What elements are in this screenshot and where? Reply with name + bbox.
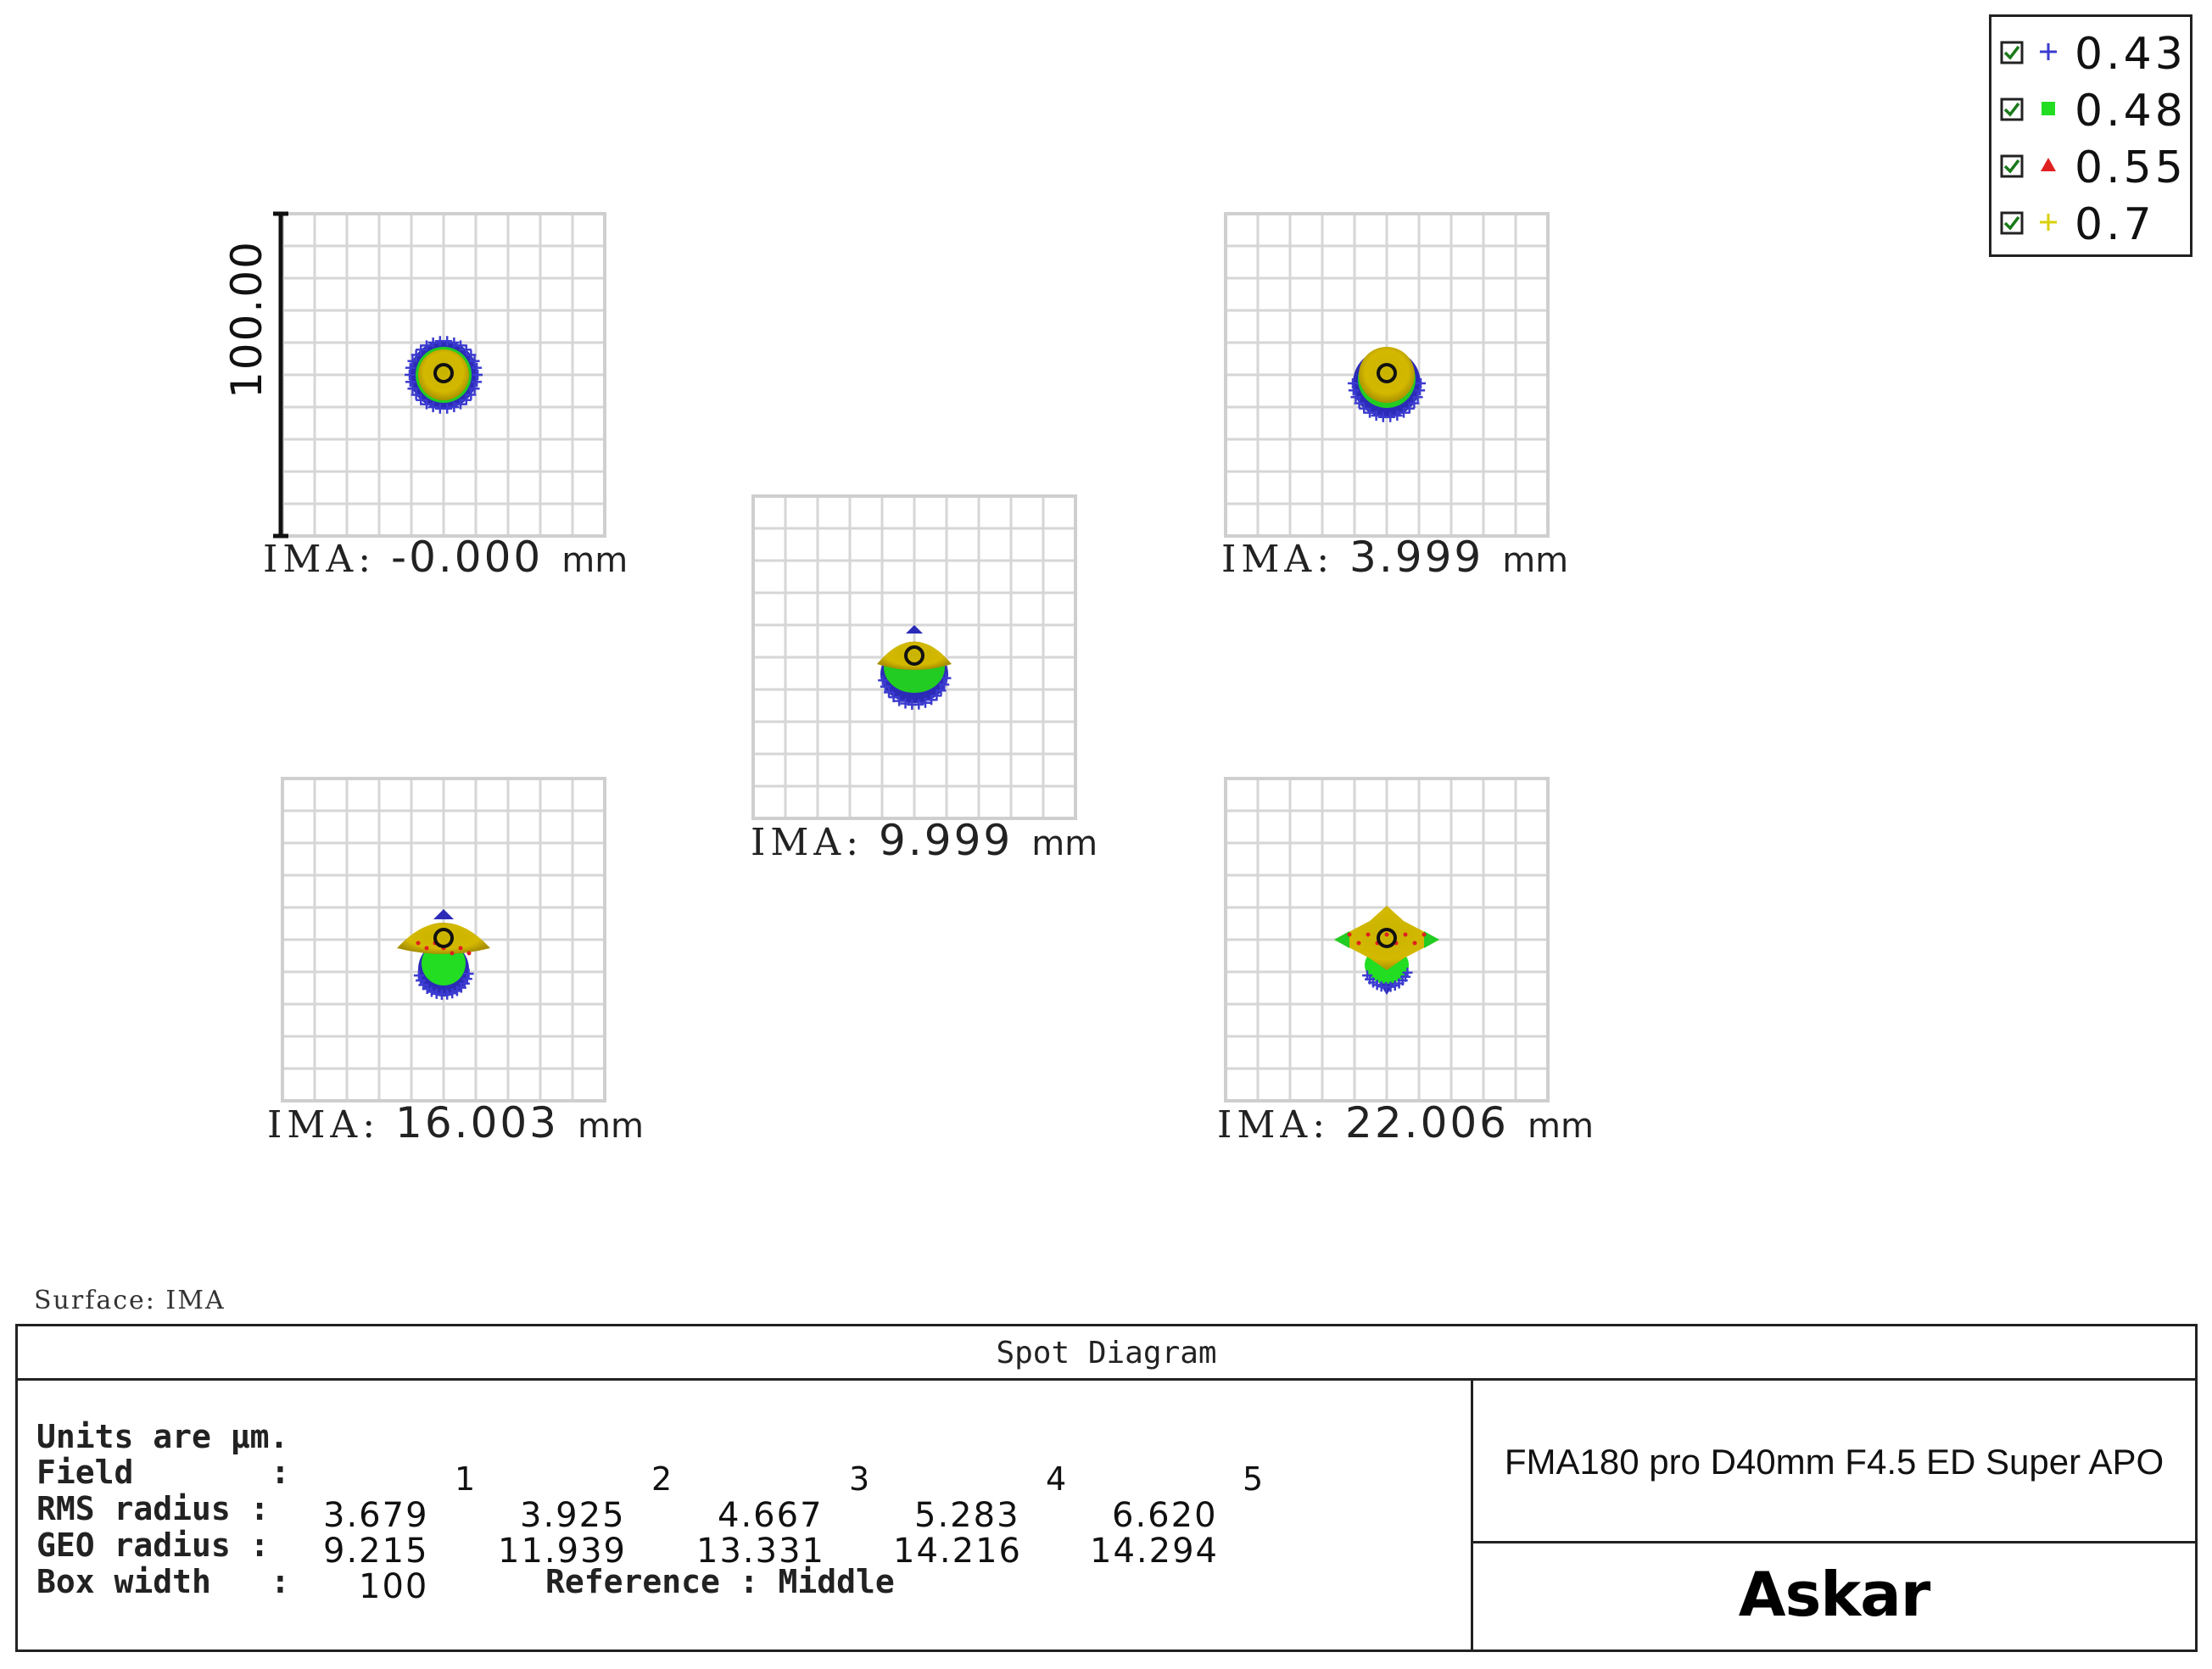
legend-item[interactable]: 0.48	[2000, 84, 2187, 137]
spot-grid-box	[281, 777, 606, 1102]
spot-pattern	[1334, 906, 1439, 995]
spot-diagram-plot	[273, 211, 1550, 1102]
ima-label-field-5: IMA: 22.006 mm	[1217, 1098, 1594, 1147]
chief-ray-marker	[904, 645, 924, 666]
chief-ray-marker	[433, 928, 454, 948]
geo-label: GEO radius :	[36, 1527, 270, 1564]
spot-pattern	[405, 336, 483, 414]
ima-prefix: IMA:	[751, 821, 864, 864]
plus-marker-icon	[2040, 214, 2057, 231]
checkbox-checked-icon[interactable]	[2000, 98, 2024, 121]
triangle-marker-icon	[2041, 158, 2056, 171]
ima-unit: mm	[561, 541, 628, 580]
geo-value: 9.215	[323, 1532, 429, 1571]
geo-value: 14.294	[1090, 1532, 1219, 1571]
field-number: 2	[651, 1460, 673, 1498]
ima-value: -0.000	[391, 533, 544, 582]
info-table: Spot Diagram Units are µm. Field : 1 2 3…	[15, 1324, 2198, 1652]
legend-label: 0.7	[2075, 199, 2155, 250]
brand-cell: Askar	[1473, 1543, 2195, 1649]
checkbox-checked-icon[interactable]	[2000, 154, 2024, 178]
surface-label: Surface: IMA	[34, 1286, 226, 1315]
rms-value: 5.283	[914, 1496, 1020, 1535]
field-number: 1	[455, 1460, 476, 1498]
diagram-title: Spot Diagram	[18, 1326, 2195, 1381]
spot-pattern	[1348, 347, 1426, 422]
ima-label-field-3: IMA: 3.999 mm	[1221, 533, 1568, 582]
ima-label-field-2: IMA: 9.999 mm	[751, 816, 1098, 865]
legend-label: 0.55	[2075, 142, 2187, 193]
field-colon: :	[271, 1454, 290, 1491]
ima-value: 9.999	[879, 816, 1014, 865]
units-text: Units are µm.	[36, 1418, 289, 1455]
chief-ray-marker	[1377, 363, 1397, 383]
product-name: FMA180 pro D40mm F4.5 ED Super APO	[1504, 1442, 2165, 1482]
box-width-value: 100	[359, 1567, 429, 1606]
ima-unit: mm	[1528, 1107, 1594, 1146]
rms-label: RMS radius :	[36, 1490, 270, 1527]
reference-text: Reference : Middle	[545, 1563, 895, 1600]
field-label: Field	[36, 1454, 134, 1491]
product-cell: FMA180 pro D40mm F4.5 ED Super APO	[1473, 1381, 2195, 1543]
legend-label: 0.43	[2075, 29, 2187, 80]
legend-item[interactable]: 0.43	[2000, 27, 2187, 80]
ima-prefix: IMA:	[267, 1103, 381, 1147]
field-number: 4	[1046, 1460, 1067, 1498]
geo-value: 11.939	[498, 1532, 627, 1571]
scale-label: 100.00	[222, 240, 271, 399]
ima-value: 22.006	[1345, 1098, 1509, 1147]
spot-grid-box	[1224, 212, 1550, 538]
box-width-colon: :	[271, 1563, 290, 1600]
chief-ray-marker	[1377, 928, 1397, 948]
legend-item[interactable]: 0.7	[2000, 198, 2187, 250]
legend-label: 0.48	[2075, 86, 2187, 137]
ima-value: 3.999	[1349, 533, 1484, 582]
plus-marker-icon	[2040, 43, 2057, 60]
checkbox-checked-icon[interactable]	[2000, 41, 2024, 64]
ima-prefix: IMA:	[1221, 538, 1335, 581]
brand-logo: Askar	[1738, 1559, 1931, 1630]
chief-ray-marker	[433, 363, 454, 383]
ima-value: 16.003	[395, 1098, 559, 1147]
ima-unit: mm	[1502, 541, 1569, 580]
ima-prefix: IMA:	[1217, 1103, 1331, 1147]
ima-prefix: IMA:	[263, 538, 377, 581]
box-width-label: Box width	[36, 1563, 211, 1600]
geo-value: 14.216	[893, 1532, 1022, 1571]
spot-pattern	[877, 625, 952, 710]
rms-value: 6.620	[1112, 1496, 1218, 1535]
wavelength-legend: 0.43 0.48 0.55 0.7	[1989, 14, 2192, 257]
field-number: 3	[849, 1460, 870, 1498]
data-panel: Units are µm. Field : 1 2 3 4 5 RMS radi…	[18, 1381, 1473, 1649]
geo-value: 13.331	[696, 1532, 825, 1571]
ima-label-field-4: IMA: 16.003 mm	[267, 1098, 644, 1147]
legend-item[interactable]: 0.55	[2000, 141, 2187, 193]
rms-value: 3.925	[520, 1496, 626, 1535]
ima-label-field-1: IMA: -0.000 mm	[263, 533, 628, 582]
spot-pattern	[397, 909, 490, 1000]
ima-unit: mm	[578, 1107, 644, 1146]
ima-unit: mm	[1031, 824, 1098, 863]
checkbox-checked-icon[interactable]	[2000, 211, 2024, 235]
rms-value: 4.667	[718, 1496, 824, 1535]
rms-value: 3.679	[323, 1496, 429, 1535]
field-number: 5	[1243, 1460, 1264, 1498]
square-marker-icon	[2042, 102, 2055, 115]
